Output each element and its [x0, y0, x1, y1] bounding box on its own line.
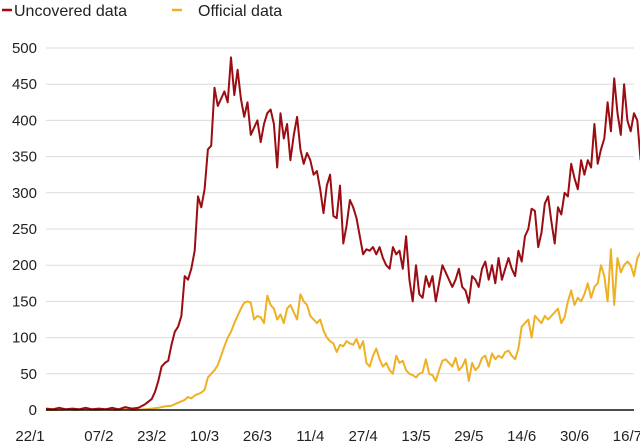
y-tick-label: 450: [12, 76, 37, 93]
x-tick-label: 23/2: [137, 428, 166, 445]
y-axis: 0 50 100 150 200 250 300 350 400 450 500: [12, 40, 37, 419]
y-tick-label: 50: [20, 366, 37, 383]
x-tick-label: 22/1: [15, 428, 44, 445]
legend-label-official: Official data: [198, 3, 282, 20]
series-line-official: [46, 248, 640, 411]
x-axis: 22/1 07/2 23/2 10/3 26/3 11/4 27/4 13/5 29/5 14/6…: [15, 428, 640, 445]
y-tick-label: 250: [12, 221, 37, 238]
y-tick-label: 300: [12, 185, 37, 202]
x-tick-label: 26/3: [243, 428, 272, 445]
y-tick-label: 200: [12, 257, 37, 274]
x-tick-label: 27/4: [349, 428, 378, 445]
y-tick-label: 400: [12, 112, 37, 129]
legend-label-uncovered: Uncovered data: [14, 3, 127, 20]
legend: Uncovered data Official data: [2, 3, 282, 20]
x-tick-label: 07/2: [84, 428, 113, 445]
y-tick-label: 500: [12, 40, 37, 57]
plot-area: [45, 56, 640, 411]
x-tick-label: 30/6: [560, 428, 589, 445]
x-tick-label: 14/6: [507, 428, 536, 445]
y-tick-label: 150: [12, 293, 37, 310]
x-tick-label: 10/3: [190, 428, 219, 445]
series-line-uncovered: [45, 56, 640, 411]
x-tick-label: 16/7: [613, 428, 640, 445]
x-tick-label: 13/5: [401, 428, 430, 445]
y-tick-label: 100: [12, 330, 37, 347]
x-tick-label: 29/5: [454, 428, 483, 445]
gridlines: [46, 47, 634, 375]
y-tick-label: 350: [12, 149, 37, 166]
y-tick-label: 0: [29, 402, 37, 419]
x-tick-label: 11/4: [296, 428, 324, 445]
